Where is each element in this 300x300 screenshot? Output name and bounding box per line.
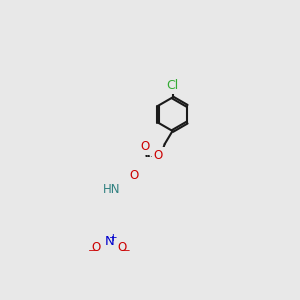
Text: −: − [88,246,97,256]
Text: HN: HN [103,183,121,196]
Text: O: O [141,140,150,153]
Text: O: O [92,241,101,254]
Text: −: − [122,246,130,256]
Text: N: N [104,235,114,248]
Text: O: O [130,169,139,182]
Text: +: + [109,233,117,243]
Text: O: O [154,149,163,162]
Text: O: O [118,241,127,254]
Text: Cl: Cl [167,80,179,92]
